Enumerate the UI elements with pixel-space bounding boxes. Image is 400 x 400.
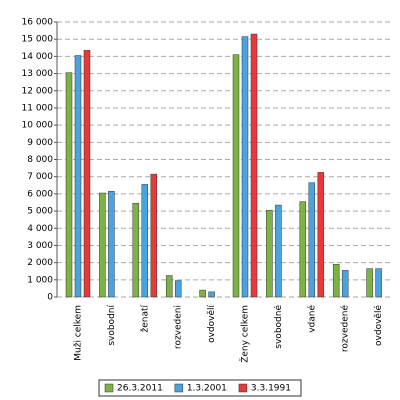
x-tick-label: Ženy celkem <box>239 305 251 363</box>
bar <box>74 55 82 298</box>
bar <box>150 173 158 298</box>
x-tick-label: svobodní <box>107 305 117 346</box>
bar <box>275 204 282 298</box>
bar <box>341 270 349 298</box>
legend-swatch <box>174 383 184 393</box>
y-tick-label: 16 000 <box>22 18 54 28</box>
bar <box>266 209 273 298</box>
bar <box>366 268 373 298</box>
y-tick-label: 2 000 <box>27 258 53 268</box>
bar <box>250 33 258 298</box>
x-tick-label: svobodné <box>273 305 284 349</box>
y-tick-label: 4 000 <box>27 224 53 234</box>
y-tick-label: 13 000 <box>22 69 54 79</box>
x-tick-label: ovdovělé <box>373 305 384 346</box>
bar <box>65 72 73 298</box>
legend-label: 1.3.2001 <box>187 384 227 394</box>
y-tick-label: 15 000 <box>22 35 54 45</box>
bar <box>317 172 325 298</box>
y-tick-label: 6 000 <box>27 189 53 199</box>
bar <box>232 54 240 298</box>
legend-label: 26.3.2011 <box>117 384 163 394</box>
y-tick-label: 3 000 <box>27 241 53 251</box>
bar <box>308 182 316 298</box>
bar <box>141 184 149 298</box>
y-tick-label: 12 000 <box>22 86 54 96</box>
bar <box>132 203 140 298</box>
y-tick-label: 10 000 <box>22 121 54 131</box>
x-tick-label: ženatí <box>140 305 150 333</box>
bar <box>208 291 215 298</box>
bar <box>174 280 182 298</box>
legend-swatch <box>238 383 248 393</box>
y-tick-label: 11 000 <box>22 103 54 113</box>
x-tick-label: Muži celkem <box>74 305 84 361</box>
y-tick-label: 8 000 <box>27 155 53 165</box>
x-tick-label: rozvedené <box>340 305 351 353</box>
legend-box <box>98 379 302 397</box>
y-tick-label: 0 <box>47 293 53 303</box>
x-tick-label: ovdovělí <box>207 305 217 343</box>
bar <box>165 275 173 298</box>
bar <box>108 191 115 298</box>
bar <box>199 289 206 298</box>
y-tick-label: 14 000 <box>22 52 54 62</box>
y-tick-label: 9 000 <box>27 138 53 148</box>
bar <box>241 36 249 298</box>
x-tick-label: vdané <box>306 305 317 333</box>
legend-swatch <box>104 383 114 393</box>
y-tick-label: 1 000 <box>27 275 53 285</box>
x-tick-label: rozvedeni <box>174 305 184 349</box>
bar <box>375 268 382 298</box>
bar <box>83 50 91 298</box>
legend-label: 3.3.1991 <box>251 384 291 394</box>
y-tick-label: 5 000 <box>27 207 53 217</box>
y-tick-label: 7 000 <box>27 172 53 182</box>
legend: 26.3.2011 1.3.2001 3.3.1991 <box>98 379 302 397</box>
bar <box>332 264 340 298</box>
bar <box>299 201 307 298</box>
bar <box>99 192 106 298</box>
